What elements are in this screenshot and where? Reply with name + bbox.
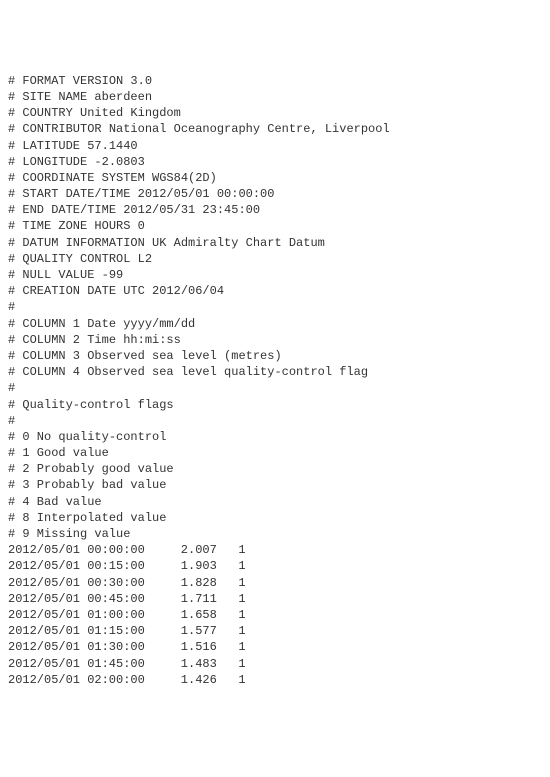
header-line: # LONGITUDE -2.0803 (8, 154, 542, 170)
cell-flag: 1 (217, 591, 246, 607)
header-line: # (8, 299, 542, 315)
cell-time: 01:30:00 (87, 639, 173, 655)
data-row: 2012/05/01 00:30:001.8281 (8, 575, 542, 591)
header-line: # 0 No quality-control (8, 429, 542, 445)
cell-value: 1.903 (174, 558, 217, 574)
header-line: # LATITUDE 57.1440 (8, 138, 542, 154)
cell-time: 02:00:00 (87, 672, 173, 688)
cell-value: 1.828 (174, 575, 217, 591)
header-line: # NULL VALUE -99 (8, 267, 542, 283)
header-line: # DATUM INFORMATION UK Admiralty Chart D… (8, 235, 542, 251)
cell-date: 2012/05/01 (8, 672, 80, 688)
cell-date: 2012/05/01 (8, 591, 80, 607)
header-line: # COLUMN 2 Time hh:mi:ss (8, 332, 542, 348)
header-line: # SITE NAME aberdeen (8, 89, 542, 105)
cell-date: 2012/05/01 (8, 575, 80, 591)
header-line: # 3 Probably bad value (8, 477, 542, 493)
cell-flag: 1 (217, 607, 246, 623)
header-line: # CREATION DATE UTC 2012/06/04 (8, 283, 542, 299)
cell-value: 2.007 (174, 542, 217, 558)
cell-date: 2012/05/01 (8, 656, 80, 672)
cell-value: 1.483 (174, 656, 217, 672)
header-line: # TIME ZONE HOURS 0 (8, 218, 542, 234)
header-line: # 8 Interpolated value (8, 510, 542, 526)
data-row: 2012/05/01 01:00:001.6581 (8, 607, 542, 623)
header-line: # 4 Bad value (8, 494, 542, 510)
data-row: 2012/05/01 01:45:001.4831 (8, 656, 542, 672)
cell-flag: 1 (217, 558, 246, 574)
cell-value: 1.658 (174, 607, 217, 623)
data-row: 2012/05/01 01:15:001.5771 (8, 623, 542, 639)
cell-time: 00:45:00 (87, 591, 173, 607)
header-line: # (8, 380, 542, 396)
cell-date: 2012/05/01 (8, 607, 80, 623)
data-row: 2012/05/01 00:00:002.0071 (8, 542, 542, 558)
cell-time: 00:30:00 (87, 575, 173, 591)
header-line: # START DATE/TIME 2012/05/01 00:00:00 (8, 186, 542, 202)
cell-flag: 1 (217, 656, 246, 672)
cell-value: 1.426 (174, 672, 217, 688)
cell-date: 2012/05/01 (8, 639, 80, 655)
cell-value: 1.516 (174, 639, 217, 655)
header-line: # 2 Probably good value (8, 461, 542, 477)
cell-time: 01:00:00 (87, 607, 173, 623)
cell-flag: 1 (217, 623, 246, 639)
header-line: # CONTRIBUTOR National Oceanography Cent… (8, 121, 542, 137)
data-row: 2012/05/01 00:45:001.7111 (8, 591, 542, 607)
cell-flag: 1 (217, 542, 246, 558)
cell-time: 01:45:00 (87, 656, 173, 672)
data-row: 2012/05/01 00:15:001.9031 (8, 558, 542, 574)
cell-flag: 1 (217, 575, 246, 591)
header-line: # Quality-control flags (8, 397, 542, 413)
data-row: 2012/05/01 02:00:001.4261 (8, 672, 542, 688)
cell-date: 2012/05/01 (8, 558, 80, 574)
cell-time: 00:00:00 (87, 542, 173, 558)
cell-flag: 1 (217, 639, 246, 655)
header-line: # COORDINATE SYSTEM WGS84(2D) (8, 170, 542, 186)
header-line: # 9 Missing value (8, 526, 542, 542)
cell-time: 01:15:00 (87, 623, 173, 639)
header-line: # COLUMN 1 Date yyyy/mm/dd (8, 316, 542, 332)
cell-flag: 1 (217, 672, 246, 688)
data-row: 2012/05/01 01:30:001.5161 (8, 639, 542, 655)
header-line: # END DATE/TIME 2012/05/31 23:45:00 (8, 202, 542, 218)
cell-value: 1.577 (174, 623, 217, 639)
cell-time: 00:15:00 (87, 558, 173, 574)
header-line: # COLUMN 4 Observed sea level quality-co… (8, 364, 542, 380)
header-line: # 1 Good value (8, 445, 542, 461)
header-line: # FORMAT VERSION 3.0 (8, 73, 542, 89)
cell-value: 1.711 (174, 591, 217, 607)
header-line: # COUNTRY United Kingdom (8, 105, 542, 121)
header-line: # QUALITY CONTROL L2 (8, 251, 542, 267)
cell-date: 2012/05/01 (8, 623, 80, 639)
header-line: # (8, 413, 542, 429)
cell-date: 2012/05/01 (8, 542, 80, 558)
text-file-view: # FORMAT VERSION 3.0# SITE NAME aberdeen… (8, 73, 542, 688)
header-line: # COLUMN 3 Observed sea level (metres) (8, 348, 542, 364)
